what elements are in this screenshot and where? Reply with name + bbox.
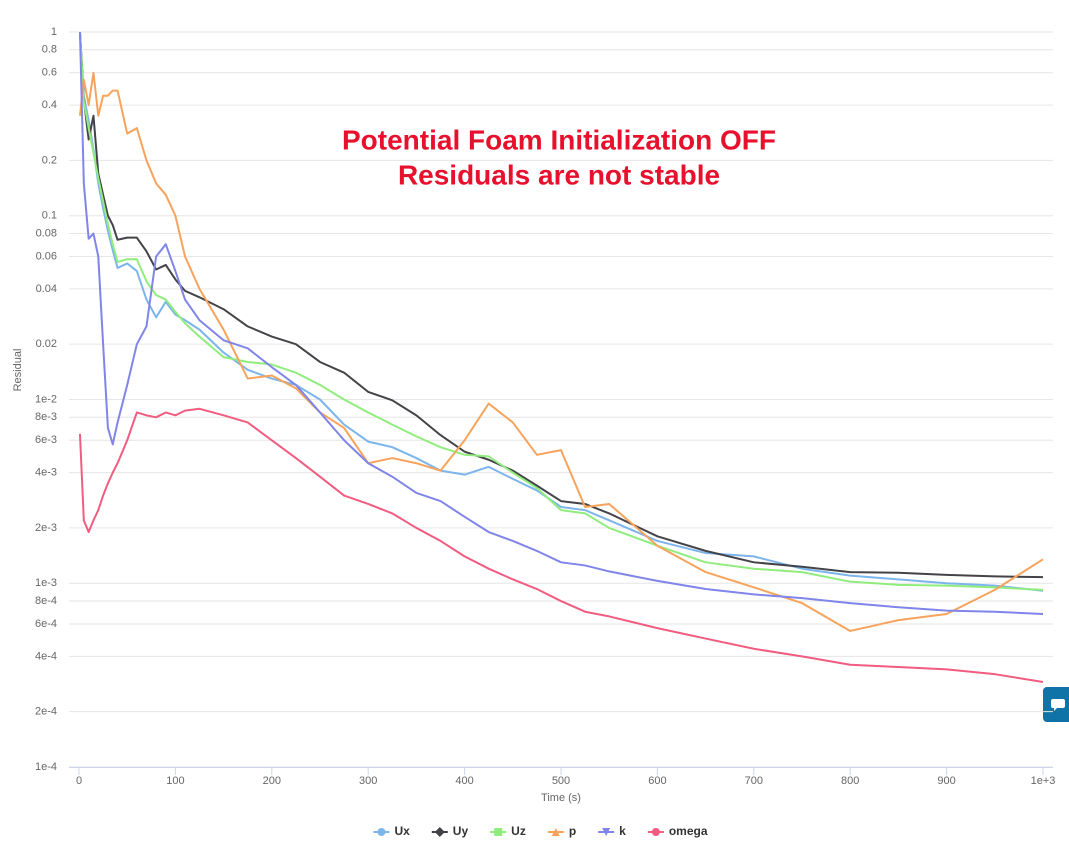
legend-item: Uz	[490, 824, 526, 838]
legend-item: Uy	[431, 824, 469, 838]
x-tick-label: 200	[263, 775, 281, 787]
legend-label: Ux	[394, 824, 410, 838]
y-tick-label: 0.2	[42, 154, 57, 166]
y-tick-label: 4e-3	[35, 467, 57, 479]
y-tick-label: 1e-2	[35, 393, 57, 405]
y-tick-label: 0.6	[42, 67, 57, 79]
y-tick-label: 8e-3	[35, 411, 57, 423]
y-tick-label: 6e-3	[35, 434, 57, 446]
legend-symbol	[651, 828, 660, 836]
y-tick-label: 0.4	[42, 99, 57, 111]
x-tick-label: 400	[455, 775, 473, 787]
x-tick-label: 800	[841, 775, 859, 787]
series-line	[78, 31, 1044, 592]
x-tick-label: 1e+3	[1031, 775, 1056, 787]
y-tick-label: 6e-4	[35, 618, 57, 630]
x-tick-label: 600	[648, 775, 666, 787]
x-tick-label: 300	[359, 775, 377, 787]
chat-button[interactable]	[1043, 687, 1069, 722]
series-line	[78, 71, 1044, 632]
legend-item: omega	[647, 824, 708, 838]
y-tick-label: 0.08	[36, 227, 57, 239]
x-tick-label: 500	[552, 775, 570, 787]
legend-symbol	[494, 828, 503, 836]
y-tick-label: 4e-4	[35, 650, 57, 662]
y-tick-label: 1	[51, 26, 57, 38]
y-tick-label: 1e-3	[35, 577, 57, 589]
legend-symbol	[551, 828, 560, 836]
y-tick-label: 2e-3	[35, 522, 57, 534]
legend-item: k	[598, 824, 626, 838]
series-line	[78, 31, 1044, 579]
y-tick-label: 1e-4	[35, 761, 57, 773]
legend: Ux Uy Uz p k omega	[373, 824, 708, 838]
y-axis-title: Residual	[12, 349, 24, 392]
series-line	[78, 31, 1044, 616]
x-tick-label: 100	[166, 775, 184, 787]
legend-label: omega	[669, 824, 708, 838]
y-tick-label: 0.06	[36, 250, 57, 262]
series-line	[78, 31, 1044, 591]
y-tick-label: 0.04	[36, 283, 57, 295]
legend-label: p	[569, 824, 576, 838]
annotation: Potential Foam Initialization OFF	[342, 124, 776, 155]
x-tick-label: 900	[937, 775, 955, 787]
x-axis-title: Time (s)	[541, 792, 581, 804]
legend-label: Uz	[511, 824, 526, 838]
y-tick-label: 8e-4	[35, 595, 57, 607]
legend-symbol	[602, 828, 611, 836]
x-tick-label: 700	[745, 775, 763, 787]
legend-symbol	[434, 827, 445, 837]
x-tick-label: 0	[76, 775, 82, 787]
y-tick-label: 2e-4	[35, 706, 57, 718]
y-tick-label: 0.02	[36, 338, 57, 350]
chat-icon[interactable]	[1051, 699, 1065, 711]
legend-label: k	[619, 824, 626, 838]
legend-item: Ux	[373, 824, 410, 838]
y-tick-label: 0.8	[42, 44, 57, 56]
y-tick-label: 0.1	[42, 210, 57, 222]
annotation: Residuals are not stable	[398, 159, 720, 190]
legend-symbol	[377, 828, 386, 836]
legend-item: p	[547, 824, 576, 838]
series-line	[78, 407, 1044, 684]
legend-label: Uy	[453, 824, 469, 838]
